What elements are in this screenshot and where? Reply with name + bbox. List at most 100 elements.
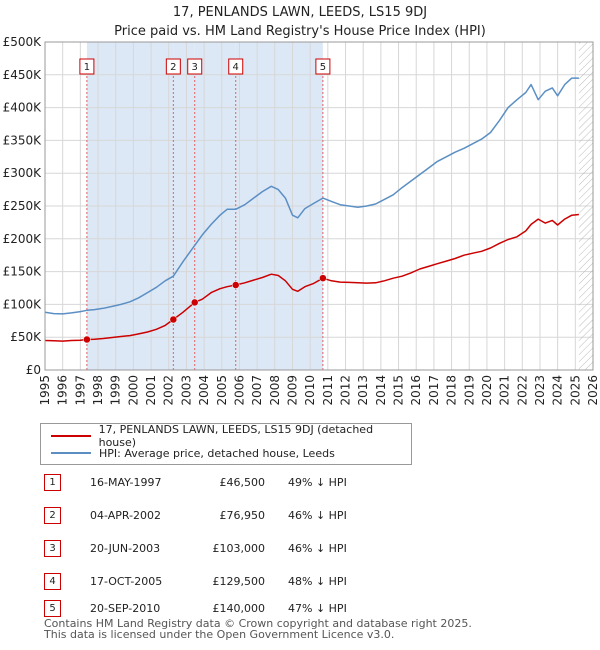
sale-date: 20-SEP-2010 [90,602,161,615]
y-tick-label: £500K [3,35,43,49]
x-tick-label: 2006 [232,375,246,406]
table-row: 5 20-SEP-2010 £140,000 47% ↓ HPI [0,594,600,622]
x-tick-label: 2000 [126,375,140,406]
x-tick-label: 1997 [73,375,87,406]
x-tick-label: 2023 [533,375,547,406]
sale-marker-box: 2 [44,507,61,524]
sale-point [190,298,199,307]
footer: Contains HM Land Registry data © Crown c… [44,618,472,640]
x-tick-label: 2018 [445,375,459,406]
x-tick-label: 2012 [339,375,353,406]
legend-swatch-red [51,435,91,437]
sale-price: £46,500 [219,476,266,489]
x-tick-label: 2008 [268,375,282,406]
x-tick-label: 2021 [498,375,512,406]
sale-marker-box: 4 [44,573,61,590]
x-tick-label: 2024 [551,375,565,406]
x-tick-label: 2015 [392,375,406,406]
legend-item-property: 17, PENLANDS LAWN, LEEDS, LS15 9DJ (deta… [51,423,411,449]
sale-label-box [228,58,244,75]
sale-price: £129,500 [212,575,266,588]
sale-label-box [165,58,181,75]
sale-point [231,281,240,289]
sale-hpi: 46% ↓ HPI [288,509,347,522]
series-line [44,213,579,342]
sale-label-box [315,58,331,75]
plot-frame [44,41,594,371]
table-row: 1 16-MAY-1997 £46,500 49% ↓ HPI [0,468,600,496]
y-tick-label: £450K [3,68,43,82]
y-tick-label: £200K [3,232,43,246]
x-tick-label: 2010 [303,375,317,406]
sale-hpi: 46% ↓ HPI [288,542,347,555]
y-tick-label: £250K [3,199,43,213]
footer-copyright: Contains HM Land Registry data © Crown c… [44,617,472,630]
sale-label-text: 4 [233,62,239,73]
sale-date: 17-OCT-2005 [90,575,163,588]
sale-date: 04-APR-2002 [90,509,162,522]
x-tick-label: 2022 [515,375,529,406]
x-tick-label: 2013 [356,375,370,406]
x-tick-label: 2025 [568,375,582,406]
chart-title: 17, PENLANDS LAWN, LEEDS, LS15 9DJ [172,5,428,20]
x-tick-label: 2004 [197,375,211,406]
y-tick-label: £0 [26,363,41,377]
x-tick-label: 2009 [285,375,299,406]
table-row: 2 04-APR-2002 £76,950 46% ↓ HPI [0,501,600,529]
legend-label-property: 17, PENLANDS LAWN, LEEDS, LS15 9DJ (deta… [98,423,374,449]
future-hatch-region [578,42,593,370]
sale-label-text: 1 [84,62,90,73]
x-tick-label: 2005 [215,375,229,406]
sale-point [319,274,327,282]
legend-swatch-blue [51,452,91,454]
table-row: 4 17-OCT-2005 £129,500 48% ↓ HPI [0,567,600,595]
x-tick-label: 2020 [480,375,494,406]
sale-date: 20-JUN-2003 [90,542,161,555]
sale-point [169,315,178,324]
sale-hpi: 47% ↓ HPI [288,602,347,615]
sale-marker-box: 5 [44,600,61,617]
x-tick-label: 1996 [56,375,70,406]
y-tick-label: £50K [10,330,42,344]
sale-price: £76,950 [219,509,266,522]
sale-label-text: 2 [170,62,176,73]
x-tick-label: 1998 [91,375,105,406]
sale-marker-box: 3 [44,540,61,557]
x-tick-label: 2002 [162,375,176,406]
y-tick-label: £150K [3,265,43,279]
sale-hpi: 49% ↓ HPI [288,476,347,489]
sale-price: £140,000 [212,602,266,615]
x-tick-label: 2007 [250,375,264,406]
y-tick-label: £100K [3,297,43,311]
sale-price: £103,000 [212,542,266,555]
price-chart: 1 2 3 4 5 £0 £50K £100K £150K £200K £250K £300K £350… [3,35,600,406]
sale-marker-box: 1 [44,474,61,491]
chart-subtitle: Price paid vs. HM Land Registry's House … [114,24,486,39]
series-line [44,77,579,315]
y-tick-label: £400K [3,101,43,115]
legend: 17, PENLANDS LAWN, LEEDS, LS15 9DJ (deta… [40,423,412,465]
x-tick-label: 1995 [38,375,52,406]
x-tick-label: 2017 [427,375,441,406]
sale-label-box [187,58,203,75]
legend-item-hpi: HPI: Average price, detached house, Leed… [51,445,335,461]
sale-label-text: 3 [192,62,198,73]
sale-point [83,335,91,344]
x-tick-label: 2026 [586,375,600,406]
x-tick-label: 2001 [144,375,158,406]
legend-label-hpi: HPI: Average price, detached house, Leed… [99,446,335,460]
sale-date: 16-MAY-1997 [90,476,162,489]
x-tick-label: 1999 [109,375,123,406]
footer-licence: This data is licensed under the Open Gov… [44,628,395,641]
x-tick-label: 2014 [374,375,388,406]
x-tick-label: 2011 [321,375,335,406]
sale-label-text: 5 [320,62,326,73]
x-tick-label: 2016 [409,375,423,406]
y-tick-label: £300K [3,166,43,180]
x-tick-label: 2019 [462,375,476,406]
x-tick-label: 2003 [179,375,193,406]
table-row: 3 20-JUN-2003 £103,000 46% ↓ HPI [0,534,600,562]
sale-label-box [79,58,95,75]
sale-hpi: 48% ↓ HPI [288,575,347,588]
y-tick-label: £350K [3,133,43,147]
